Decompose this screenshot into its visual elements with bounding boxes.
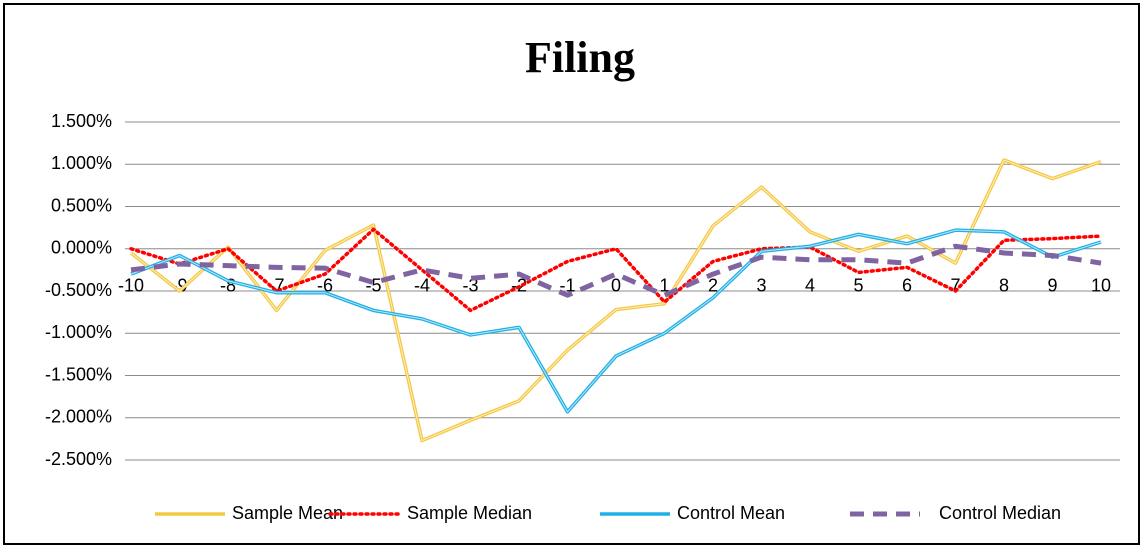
legend-label: Sample Mean: [232, 503, 343, 523]
series-line: [130, 243, 1102, 298]
x-tick-label: -10: [118, 276, 144, 296]
legend-label: Sample Median: [407, 503, 532, 523]
y-tick-label: -1.500%: [45, 364, 112, 384]
y-tick-label: -0.500%: [45, 280, 112, 300]
x-tick-label: 4: [805, 276, 815, 296]
x-tick-label: 5: [853, 276, 863, 296]
x-tick-label: 1: [659, 276, 669, 296]
x-tick-label: 3: [756, 276, 766, 296]
legend-label: Control Median: [939, 503, 1061, 523]
x-tick-label: 0: [611, 276, 621, 296]
x-tick-label: 2: [708, 276, 718, 296]
x-tick-label: 10: [1091, 276, 1111, 296]
y-tick-label: 0.500%: [51, 195, 112, 215]
y-tick-label: 0.000%: [51, 238, 112, 258]
chart-title: Filing: [525, 33, 635, 82]
series-line-highlight: [130, 229, 1102, 413]
legend-label: Control Mean: [677, 503, 785, 523]
x-tick-label: -9: [171, 276, 187, 296]
y-tick-label: -2.500%: [45, 449, 112, 469]
y-tick-label: -2.000%: [45, 407, 112, 427]
x-tick-label: 8: [999, 276, 1009, 296]
y-tick-label: -1.000%: [45, 322, 112, 342]
x-tick-label: -3: [462, 276, 478, 296]
x-tick-label: 7: [950, 276, 960, 296]
x-tick-label: -1: [559, 276, 575, 296]
x-tick-label: -6: [317, 276, 333, 296]
series-line: [129, 227, 1103, 313]
chart-frame: [3, 3, 1140, 545]
x-tick-label: 6: [902, 276, 912, 296]
y-tick-label: 1.500%: [51, 111, 112, 131]
x-tick-label: -4: [414, 276, 430, 296]
y-tick-label: 1.000%: [51, 153, 112, 173]
x-tick-label: 9: [1047, 276, 1057, 296]
